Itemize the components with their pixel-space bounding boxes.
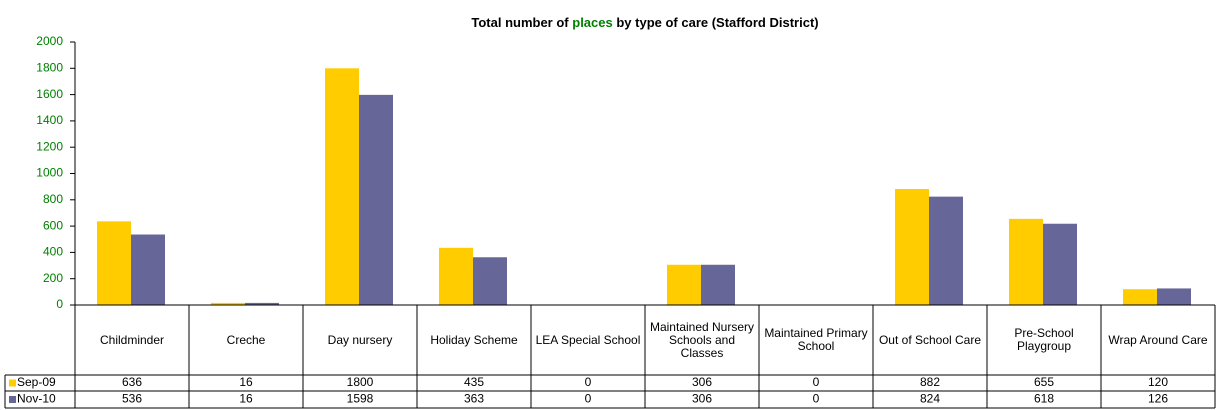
category-cell: Holiday Scheme — [430, 332, 518, 347]
table-value: 636 — [122, 375, 142, 389]
bar — [1157, 288, 1191, 305]
category-cell: LEA Special School — [535, 332, 641, 347]
bar — [439, 247, 473, 305]
bar — [1043, 223, 1077, 305]
y-tick-label: 1000 — [36, 166, 63, 180]
y-tick-label: 800 — [43, 192, 63, 206]
bar — [97, 221, 131, 305]
y-tick-label: 0 — [56, 297, 63, 311]
category-label: Childminder — [99, 332, 165, 347]
bar — [929, 196, 963, 305]
legend-label: Nov-10 — [17, 392, 56, 406]
y-tick-label: 1600 — [36, 87, 63, 101]
category-label: Out of School Care — [878, 332, 982, 347]
table-value: 16 — [239, 375, 253, 389]
bar — [473, 257, 507, 305]
bar — [131, 234, 165, 305]
category-cell: Maintained Nursery Schools and Classes — [649, 319, 755, 360]
category-label: Pre-School Playgroup — [1014, 326, 1074, 353]
category-cell: Wrap Around Care — [1108, 332, 1208, 347]
category-cell: Maintained Primary School — [764, 326, 868, 353]
category-label: Creche — [226, 332, 266, 347]
y-tick-label: 1400 — [36, 113, 63, 127]
category-cell: Pre-School Playgroup — [1014, 326, 1074, 353]
table-value: 120 — [1148, 375, 1168, 389]
table-value: 363 — [464, 392, 484, 406]
table-value: 306 — [692, 392, 712, 406]
legend-swatch — [9, 396, 16, 403]
y-tick-label: 1800 — [36, 60, 63, 74]
bar — [245, 302, 279, 305]
bar — [359, 94, 393, 305]
bar — [211, 302, 245, 305]
chart-title: Total number of places by type of care (… — [471, 15, 818, 30]
bar — [1123, 289, 1157, 305]
category-label: Maintained Primary School — [764, 326, 868, 353]
category-cell: Out of School Care — [878, 332, 982, 347]
table-value: 16 — [239, 392, 253, 406]
category-cell: Childminder — [99, 332, 165, 347]
bar — [1009, 218, 1043, 305]
category-label: Maintained Nursery Schools and Classes — [649, 319, 755, 360]
category-cell: Day nursery — [327, 332, 393, 347]
category-label: LEA Special School — [535, 332, 641, 347]
y-tick-label: 200 — [43, 271, 63, 285]
legend-label: Sep-09 — [17, 375, 56, 389]
table-value: 882 — [920, 375, 940, 389]
table-value: 0 — [813, 392, 820, 406]
table-value: 1598 — [347, 392, 374, 406]
y-tick-label: 1200 — [36, 139, 63, 153]
bar — [701, 264, 735, 305]
title-part: places — [572, 15, 612, 30]
y-tick-label: 600 — [43, 218, 63, 232]
table-value: 655 — [1034, 375, 1054, 389]
table-value: 1800 — [347, 375, 374, 389]
table-value: 0 — [585, 392, 592, 406]
table-value: 0 — [585, 375, 592, 389]
category-label: Wrap Around Care — [1108, 332, 1208, 347]
table-value: 126 — [1148, 392, 1168, 406]
y-tick-label: 400 — [43, 245, 63, 259]
bar — [667, 264, 701, 305]
table-value: 435 — [464, 375, 484, 389]
table-value: 536 — [122, 392, 142, 406]
table-value: 306 — [692, 375, 712, 389]
table-value: 618 — [1034, 392, 1054, 406]
bar — [325, 68, 359, 305]
category-cell: Creche — [226, 332, 266, 347]
table-value: 0 — [813, 375, 820, 389]
title-part: by type of care (Stafford District) — [613, 15, 819, 30]
y-tick-label: 2000 — [36, 34, 63, 48]
title-part: Total number of — [471, 15, 572, 30]
category-label: Day nursery — [327, 332, 393, 347]
bar — [895, 189, 929, 305]
table-value: 824 — [920, 392, 940, 406]
legend-swatch — [9, 379, 16, 387]
category-label: Holiday Scheme — [430, 332, 518, 347]
